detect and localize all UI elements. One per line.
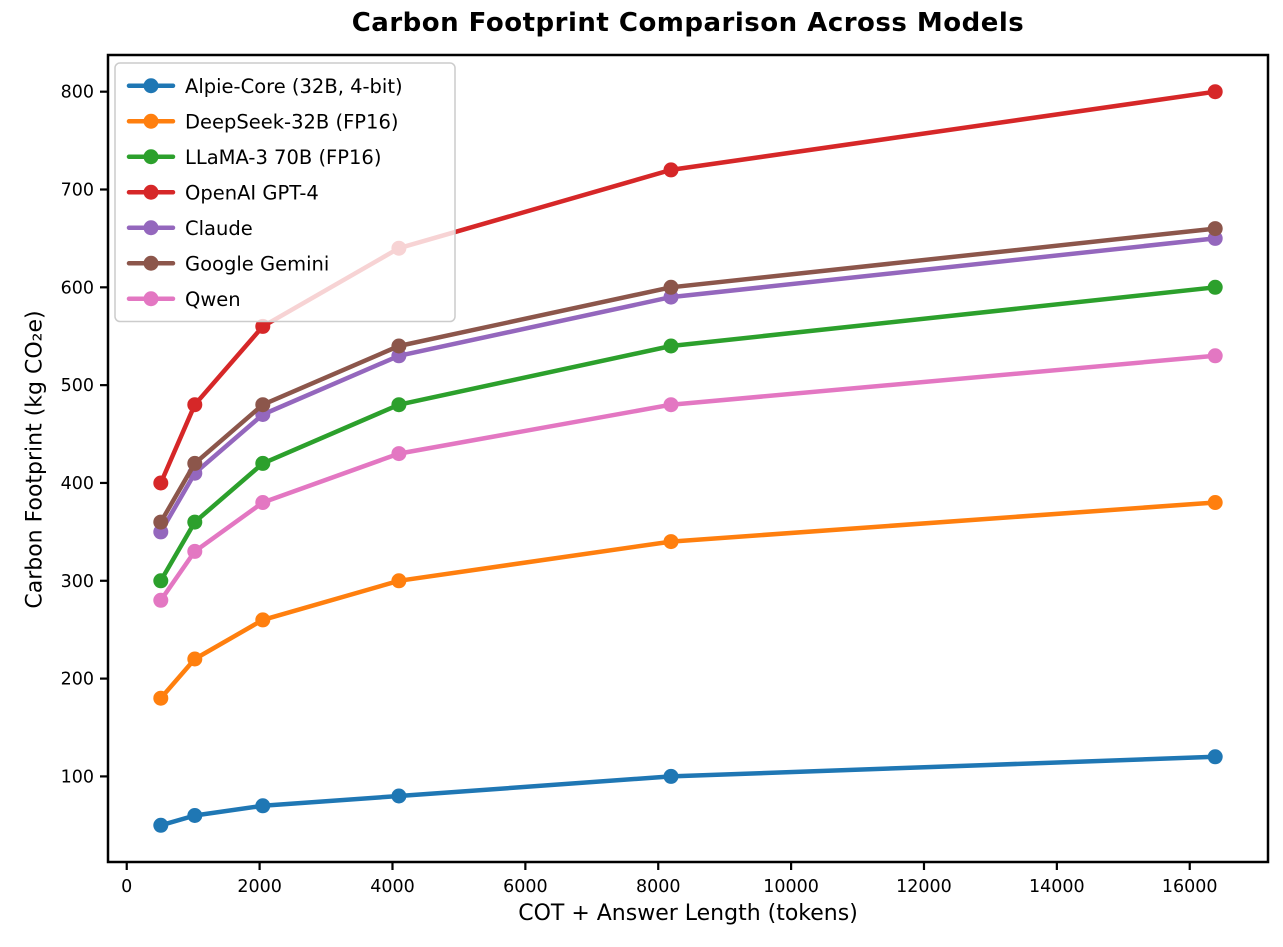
legend-label: Qwen: [185, 288, 241, 311]
data-point: [255, 318, 271, 334]
x-tick-label: 12000: [896, 877, 952, 897]
legend-item: Google Gemini: [126, 252, 329, 275]
legend-item: Claude: [126, 217, 253, 240]
data-point: [153, 817, 169, 833]
data-point: [255, 798, 271, 814]
data-point: [153, 592, 169, 608]
y-axis-ticks: 100 200 300 400 500 600 700 800: [61, 83, 108, 787]
data-point: [187, 808, 203, 823]
series-llama-3-70b-fp16-: [153, 279, 1223, 589]
x-axis-label: COT + Answer Length (tokens): [518, 901, 858, 926]
data-point: [663, 338, 679, 354]
y-tick-label: 300: [61, 572, 94, 592]
data-point: [255, 455, 271, 471]
data-point: [255, 612, 271, 628]
data-point: [663, 768, 679, 784]
data-point: [391, 788, 407, 804]
plot-border: [106, 53, 1270, 864]
data-point: [391, 397, 407, 413]
data-point: [153, 573, 169, 589]
x-tick-label: 6000: [503, 877, 548, 897]
legend-label: LLaMA-3 70B (FP16): [185, 146, 381, 169]
data-point: [1207, 279, 1223, 295]
x-tick-label: 2000: [237, 877, 282, 897]
legend-label: DeepSeek-32B (FP16): [185, 110, 398, 133]
data-point: [1207, 348, 1223, 364]
data-point: [1207, 749, 1223, 765]
y-tick-label: 400: [61, 474, 94, 494]
data-point: [255, 495, 271, 510]
data-point: [391, 338, 407, 354]
legend-item: Alpie-Core (32B, 4-bit): [126, 75, 403, 98]
data-point: [1207, 221, 1223, 237]
data-point: [153, 690, 169, 706]
legend-label: OpenAI GPT-4: [185, 181, 319, 204]
legend-marker: [143, 113, 159, 129]
series-google-gemini: [153, 221, 1223, 530]
data-point: [187, 397, 203, 413]
legend-item: DeepSeek-32B (FP16): [126, 110, 398, 133]
x-tick-label: 4000: [370, 877, 415, 897]
data-point: [187, 514, 203, 530]
data-point: [255, 397, 271, 413]
y-tick-label: 600: [61, 278, 94, 298]
legend-marker: [143, 149, 159, 165]
data-point: [1207, 495, 1223, 510]
data-point: [391, 446, 407, 462]
data-point: [153, 514, 169, 530]
x-tick-label: 16000: [1162, 877, 1218, 897]
legend-marker: [143, 220, 159, 236]
y-tick-label: 200: [61, 670, 94, 690]
legend: Alpie-Core (32B, 4-bit) DeepSeek-32B (FP1…: [114, 62, 456, 323]
data-point: [187, 455, 203, 471]
x-tick-label: 14000: [1029, 877, 1085, 897]
legend-marker: [143, 184, 159, 200]
legend-label: Claude: [185, 217, 253, 240]
series-qwen: [153, 348, 1223, 608]
data-point: [663, 397, 679, 413]
legend-marker: [143, 78, 159, 94]
x-axis-ticks: 0 2000 4000 6000 8000 10000 12000 14000 16000: [121, 862, 1218, 897]
data-point: [187, 651, 203, 667]
legend-label: Google Gemini: [185, 252, 329, 275]
y-tick-label: 700: [61, 181, 94, 201]
data-point: [663, 279, 679, 295]
data-point: [391, 573, 407, 589]
series-alpie-core-32b-4-bit-: [153, 749, 1223, 833]
chart-title: Carbon Footprint Comparison Across Model…: [351, 8, 1025, 38]
x-tick-label: 8000: [636, 877, 681, 897]
x-tick-label: 0: [121, 877, 132, 897]
x-tick-label: 10000: [763, 877, 819, 897]
data-point: [663, 534, 679, 550]
y-tick-label: 500: [61, 376, 94, 396]
y-tick-label: 800: [61, 83, 94, 103]
legend-label: Alpie-Core (32B, 4-bit): [185, 75, 403, 98]
series-deepseek-32b-fp16-: [153, 495, 1223, 706]
y-tick-label: 100: [61, 767, 94, 787]
data-point: [663, 162, 679, 178]
legend-item: OpenAI GPT-4: [126, 181, 319, 204]
legend-item: Qwen: [126, 288, 241, 311]
legend-item: LLaMA-3 70B (FP16): [126, 146, 381, 169]
data-point: [153, 475, 169, 491]
legend-marker: [143, 255, 159, 271]
data-point: [187, 543, 203, 559]
legend-marker: [143, 291, 159, 307]
data-point: [1207, 84, 1223, 100]
